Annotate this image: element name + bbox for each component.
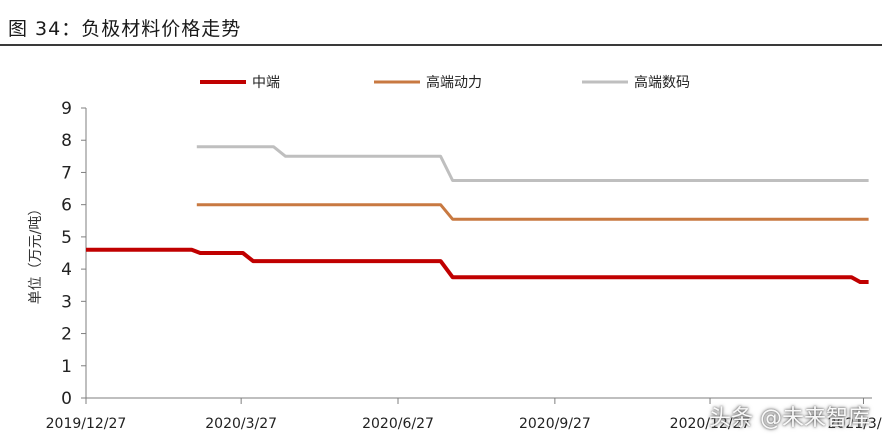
x-tick-label: 2020/3/27 [205, 416, 277, 432]
figure-title: 图 34：负极材料价格走势 [8, 18, 242, 40]
y-tick-label: 1 [61, 357, 72, 377]
x-tick-label: 2020/9/27 [519, 416, 591, 432]
y-tick-label: 8 [61, 131, 72, 151]
x-tick-label: 2019/12/27 [46, 416, 127, 432]
watermark-text: 头条 @未来智库 [709, 406, 870, 431]
y-tick-label: 4 [61, 260, 72, 280]
title-divider [0, 44, 882, 46]
series-line-2 [196, 203, 869, 221]
y-tick-label: 5 [61, 228, 72, 248]
y-tick-label: 6 [61, 196, 72, 216]
x-tick-label: 2020/6/27 [362, 416, 434, 432]
x-tick-label: 2020/12/27 [670, 416, 751, 432]
y-axis-label: 单位（万元/吨） [28, 202, 44, 305]
series-line-3 [196, 145, 869, 182]
y-tick-label: 2 [61, 325, 72, 345]
y-tick-label: 7 [61, 163, 72, 183]
x-tick-label: 2021/3/27 [828, 416, 882, 432]
legend-label: 高端数码 [634, 74, 690, 91]
y-tick-label: 3 [61, 292, 72, 312]
y-tick-label: 0 [61, 389, 72, 409]
legend-label: 高端动力 [426, 74, 482, 91]
y-tick-label: 9 [61, 99, 72, 119]
series-line-1 [86, 247, 869, 284]
legend-label: 中端 [252, 75, 280, 91]
